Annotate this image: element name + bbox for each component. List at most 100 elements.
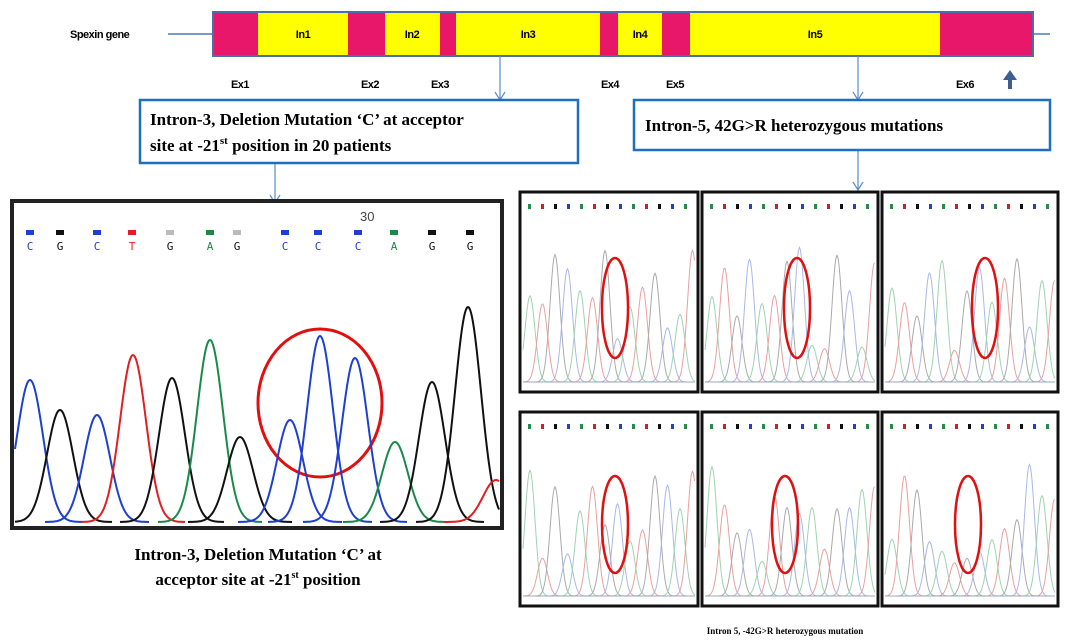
base-mark <box>1007 204 1010 209</box>
base-mark <box>1033 424 1036 429</box>
text: site at -21 <box>150 136 220 155</box>
exon-label: Ex5 <box>666 79 684 91</box>
base-mark <box>567 204 570 209</box>
exon-label: Ex1 <box>231 79 249 91</box>
base-mark <box>866 424 869 429</box>
base-mark <box>994 204 997 209</box>
base-mark <box>890 204 893 209</box>
base-mark <box>466 230 474 235</box>
gene-map: Spexin gene In1 In2 In3 In4 In5 Ex1 Ex2 … <box>70 12 1050 91</box>
base-mark <box>840 204 843 209</box>
base-mark <box>658 424 661 429</box>
base-mark <box>903 424 906 429</box>
base-mark <box>567 424 570 429</box>
base-mark <box>801 424 804 429</box>
base-mark <box>801 204 804 209</box>
base-mark <box>955 424 958 429</box>
text: position in 20 patients <box>228 136 392 155</box>
base-mark <box>645 204 648 209</box>
base-mark <box>749 424 752 429</box>
base-mark <box>1020 204 1023 209</box>
base-mark <box>580 204 583 209</box>
base-letter: C <box>27 240 34 253</box>
base-mark <box>541 424 544 429</box>
arrow-icon <box>1003 70 1017 89</box>
text: acceptor site at -21 <box>155 570 291 589</box>
base-mark <box>981 424 984 429</box>
callout: Intron-5, 42G>R heterozygous mutations <box>634 100 1050 150</box>
base-mark <box>853 204 856 209</box>
base-mark <box>684 424 687 429</box>
base-mark <box>390 230 398 235</box>
base-mark <box>762 204 765 209</box>
base-mark <box>606 424 609 429</box>
panel-frame <box>702 412 878 606</box>
base-mark <box>580 424 583 429</box>
base-mark <box>26 230 34 235</box>
base-letter: G <box>429 240 436 253</box>
base-mark <box>593 204 596 209</box>
panels-caption: Intron 5, -42G>R heterozygous mutation <box>707 626 864 636</box>
callout-text: Intron-3, Deletion Mutation ‘C’ at accep… <box>150 110 464 129</box>
base-letter: C <box>94 240 101 253</box>
callout-text: Intron-5, 42G>R heterozygous mutations <box>645 116 943 135</box>
base-mark <box>354 230 362 235</box>
base-mark <box>128 230 136 235</box>
base-mark <box>710 204 713 209</box>
base-mark <box>762 424 765 429</box>
chromatogram: 30 CGCTGAGCCCAGG <box>12 201 502 528</box>
base-letter: G <box>167 240 174 253</box>
base-mark <box>827 424 830 429</box>
base-mark <box>281 230 289 235</box>
panel <box>520 412 698 606</box>
base-letter: C <box>282 240 289 253</box>
callout-text: site at -21st position in 20 patients <box>150 135 392 155</box>
base-mark <box>671 424 674 429</box>
base-mark <box>840 424 843 429</box>
base-mark <box>619 204 622 209</box>
base-mark <box>206 230 214 235</box>
base-mark <box>1020 424 1023 429</box>
base-mark <box>632 424 635 429</box>
position-label: 30 <box>360 209 374 224</box>
base-mark <box>1046 424 1049 429</box>
base-mark <box>814 424 817 429</box>
base-letter: C <box>315 240 322 253</box>
base-mark <box>942 204 945 209</box>
base-mark <box>981 204 984 209</box>
base-mark <box>723 424 726 429</box>
exon-label: Ex3 <box>431 79 449 91</box>
panels <box>520 192 1058 606</box>
base-mark <box>916 204 919 209</box>
base-mark <box>955 204 958 209</box>
base-mark <box>593 424 596 429</box>
base-mark <box>853 424 856 429</box>
base-mark <box>929 204 932 209</box>
base-mark <box>775 204 778 209</box>
base-mark <box>736 204 739 209</box>
exon-label: Ex4 <box>601 79 620 91</box>
base-mark <box>788 204 791 209</box>
panel <box>520 192 698 392</box>
diagram: Spexin gene In1 In2 In3 In4 In5 Ex1 Ex2 … <box>0 0 1071 641</box>
callout: Intron-3, Deletion Mutation ‘C’ at accep… <box>140 100 578 163</box>
intron-label: In5 <box>808 29 823 41</box>
base-mark <box>736 424 739 429</box>
base-mark <box>528 204 531 209</box>
gene-label: Spexin gene <box>70 29 130 41</box>
base-mark <box>1033 204 1036 209</box>
base-letter: G <box>57 240 64 253</box>
base-mark <box>1007 424 1010 429</box>
base-mark <box>671 204 674 209</box>
base-mark <box>710 424 713 429</box>
base-mark <box>994 424 997 429</box>
base-mark <box>528 424 531 429</box>
base-mark <box>619 424 622 429</box>
base-letter: A <box>391 240 398 253</box>
caption: Intron-3, Deletion Mutation ‘C’ at <box>134 545 382 564</box>
panel <box>882 412 1058 606</box>
intron-label: In3 <box>521 29 536 41</box>
base-mark <box>814 204 817 209</box>
base-mark <box>1046 204 1049 209</box>
base-mark <box>723 204 726 209</box>
